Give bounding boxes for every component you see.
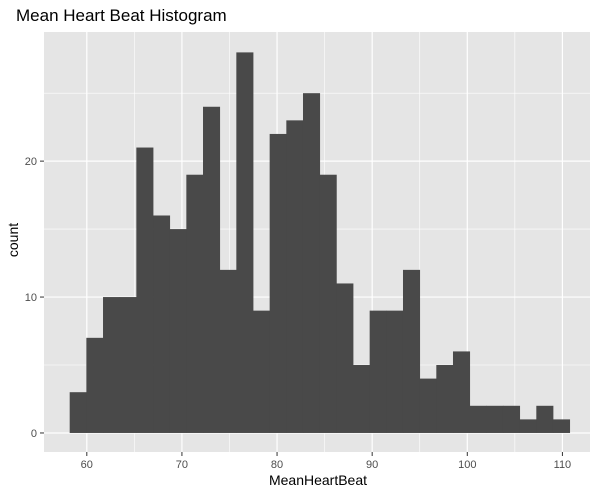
histogram-bar xyxy=(319,174,337,433)
histogram-bars xyxy=(69,52,571,433)
histogram-bar xyxy=(519,419,537,433)
histogram-bar xyxy=(386,310,404,433)
histogram-bar xyxy=(219,269,237,433)
histogram-bar xyxy=(169,229,187,433)
histogram-bar xyxy=(119,297,137,433)
histogram-bar xyxy=(502,405,521,433)
y-tick-label: 10 xyxy=(25,292,37,304)
histogram-bar xyxy=(436,365,454,433)
y-tick-label: 20 xyxy=(25,156,37,168)
x-tick-label: 80 xyxy=(271,459,283,471)
x-tick-label: 100 xyxy=(458,459,476,471)
y-axis-title: count xyxy=(5,223,21,257)
histogram-bar xyxy=(536,405,554,433)
histogram-bar xyxy=(253,310,271,433)
histogram-bar xyxy=(469,405,487,433)
histogram-bar xyxy=(402,269,421,433)
x-tick-label: 90 xyxy=(366,459,378,471)
histogram-bar xyxy=(69,392,87,433)
histogram-bar xyxy=(369,310,387,433)
histogram-bar xyxy=(269,133,287,433)
histogram-bar xyxy=(302,93,321,433)
x-tick-label: 70 xyxy=(176,459,188,471)
histogram-bar xyxy=(136,147,154,433)
histogram-bar xyxy=(236,52,254,433)
x-tick-label: 110 xyxy=(554,459,572,471)
chart-title: Mean Heart Beat Histogram xyxy=(16,6,227,25)
histogram-bar xyxy=(352,365,371,433)
histogram-bar xyxy=(452,351,471,433)
histogram-bar xyxy=(186,174,204,433)
y-tick-label: 0 xyxy=(31,428,37,440)
histogram-bar xyxy=(203,106,221,433)
histogram-bar xyxy=(286,120,304,433)
histogram-bar xyxy=(336,283,354,433)
histogram-bar xyxy=(103,297,121,433)
histogram-bar xyxy=(153,215,171,433)
x-axis-title: MeanHeartBeat xyxy=(269,472,367,488)
x-tick-label: 60 xyxy=(81,459,93,471)
histogram-bar xyxy=(552,419,571,433)
x-axis: 60 70 80 90 100 110 xyxy=(81,452,572,471)
histogram-bar xyxy=(86,337,104,433)
y-axis: 0 10 20 xyxy=(25,156,44,440)
histogram-bar xyxy=(419,378,437,433)
histogram-bar xyxy=(486,405,504,433)
